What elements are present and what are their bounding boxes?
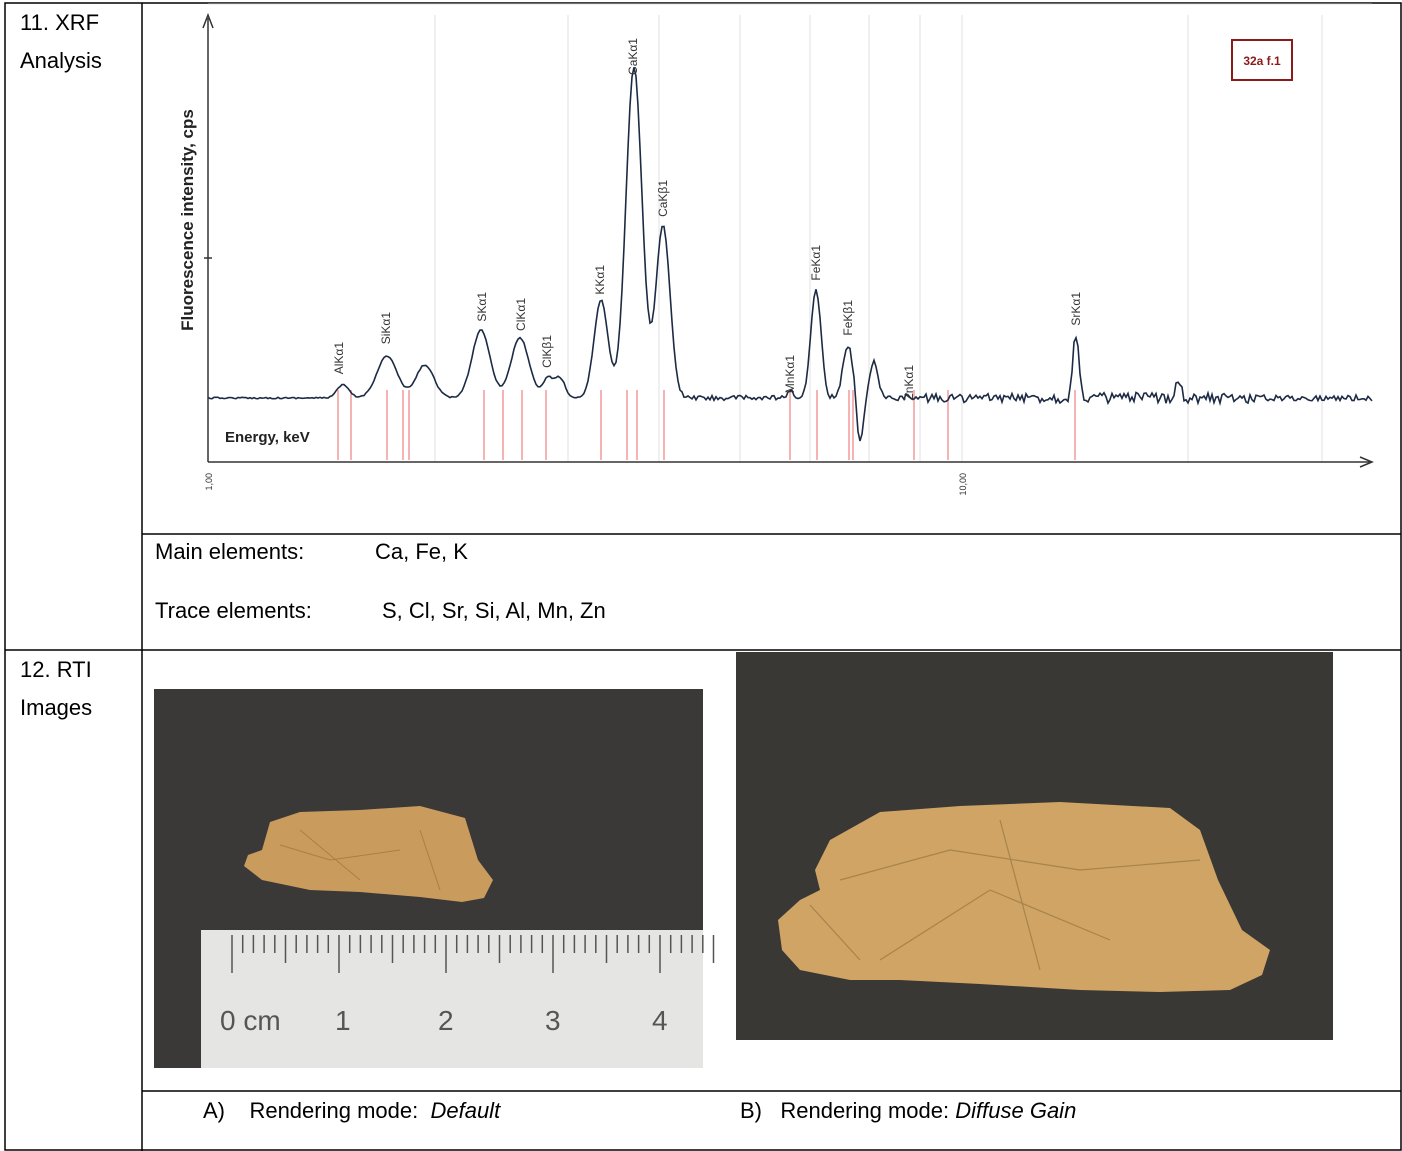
axes xyxy=(202,12,1374,468)
peak-label: FeKβ1 xyxy=(841,300,855,336)
peak-label: CaKα1 xyxy=(626,38,640,75)
caption-prefix: B) xyxy=(740,1098,762,1123)
main-elements: Ca, Fe, K xyxy=(375,539,468,564)
x-tick-label: 1,00 xyxy=(204,473,214,491)
peak-label: SiKα1 xyxy=(379,312,393,345)
peak-label: AlKα1 xyxy=(332,342,346,375)
spectrum xyxy=(207,67,1373,442)
x-tick-label: 10,00 xyxy=(958,473,968,496)
x-axis-label: Energy, keV xyxy=(225,429,310,446)
legend-box xyxy=(1231,39,1293,81)
peak-labels: AlKα1 SiKα1 SKα1 ClKα1 ClKβ1 KKα1 CaKα1 CaKβ1 Mn… xyxy=(332,38,1083,401)
main-elements-label: Main elements: xyxy=(155,539,305,564)
y-axis-label: Fluorescence intensity, cps xyxy=(178,109,197,331)
trace-elements-label: Trace elements: xyxy=(155,598,312,623)
peak-label: ClKβ1 xyxy=(540,335,554,368)
table-borders xyxy=(4,2,1402,1151)
caption-mode: Diffuse Gain xyxy=(955,1098,1077,1123)
rti-image-b xyxy=(736,652,1333,1040)
ruler-label: 3 xyxy=(545,1005,561,1036)
peak-label: FeKα1 xyxy=(809,245,823,281)
legend: 32a f.1 xyxy=(1243,54,1281,68)
peak-label: ZnKα1 xyxy=(902,365,916,401)
ruler-label: 4 xyxy=(652,1005,668,1036)
peak-label: KKα1 xyxy=(593,265,607,295)
line-markers xyxy=(337,390,1076,460)
peak-label: MnKα1 xyxy=(783,355,797,394)
row-label: 12. RTI Images xyxy=(20,657,93,720)
caption-a: A) Rendering mode: Default xyxy=(203,1098,500,1124)
ruler-label: 2 xyxy=(438,1005,454,1036)
caption-b: B) Rendering mode: Diffuse Gain xyxy=(740,1098,1076,1124)
peak-label: SrKα1 xyxy=(1069,292,1083,326)
chart-grid xyxy=(208,3,1372,462)
peak-label: ClKα1 xyxy=(514,298,528,331)
rti-image-a xyxy=(154,689,715,1068)
caption-text: Rendering mode: xyxy=(780,1098,950,1123)
caption-text: Rendering mode: xyxy=(249,1098,419,1123)
ruler-label: 1 xyxy=(335,1005,351,1036)
peak-label: SKα1 xyxy=(475,292,489,322)
ruler-label: 0 cm xyxy=(220,1005,281,1036)
caption-prefix: A) xyxy=(203,1098,225,1123)
caption-mode: Default xyxy=(430,1098,501,1123)
row-label: 11. XRF Analysis xyxy=(20,10,102,73)
peak-label: CaKβ1 xyxy=(656,180,670,217)
trace-elements: S, Cl, Sr, Si, Al, Mn, Zn xyxy=(382,598,606,623)
